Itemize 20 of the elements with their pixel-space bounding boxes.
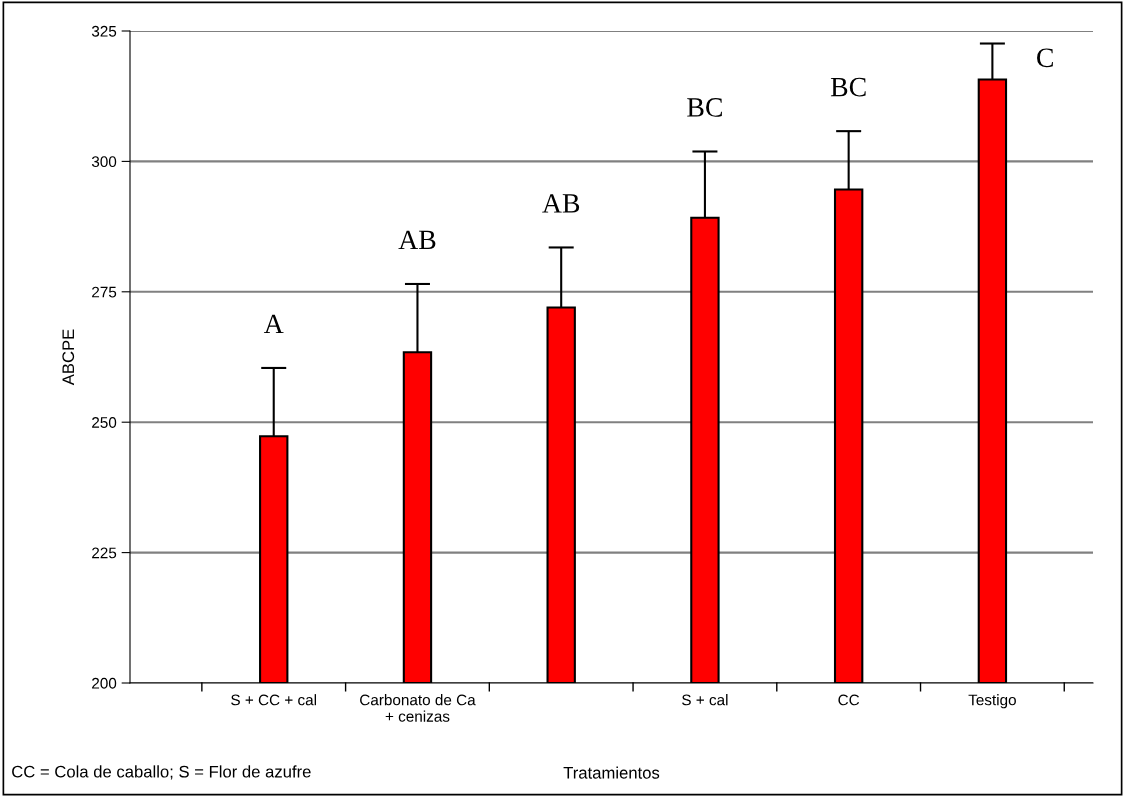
y-tick-label: 225 (92, 547, 117, 559)
y-tick-label: 325 (91, 25, 117, 37)
annotation: AB (542, 194, 580, 213)
y-tick-label: 250 (92, 417, 117, 428)
annotation: C (1037, 48, 1053, 68)
y-tick-label: 200 (92, 677, 117, 689)
x-tick-label: S + cal (682, 694, 728, 706)
x-tick-label: Testigo (968, 694, 1016, 709)
x-tick-label: S + CC + cal (231, 694, 317, 706)
x-tick-label: CC (838, 694, 860, 706)
text: CC = Cola de caballo; S = Flor de azufre (12, 765, 311, 780)
annotation: BC (830, 77, 866, 97)
annotation: A (263, 314, 284, 333)
annotation: AB (398, 230, 436, 250)
y-tick-label: 275 (92, 286, 117, 298)
x-tick-label: Carbonato de Ca + cenizas (360, 694, 476, 722)
y-axis-title: ABCPE (62, 329, 75, 386)
x-axis-title: Tratamientos (563, 766, 660, 779)
annotation: BC (687, 98, 722, 117)
y-tick-label: 300 (91, 156, 117, 168)
